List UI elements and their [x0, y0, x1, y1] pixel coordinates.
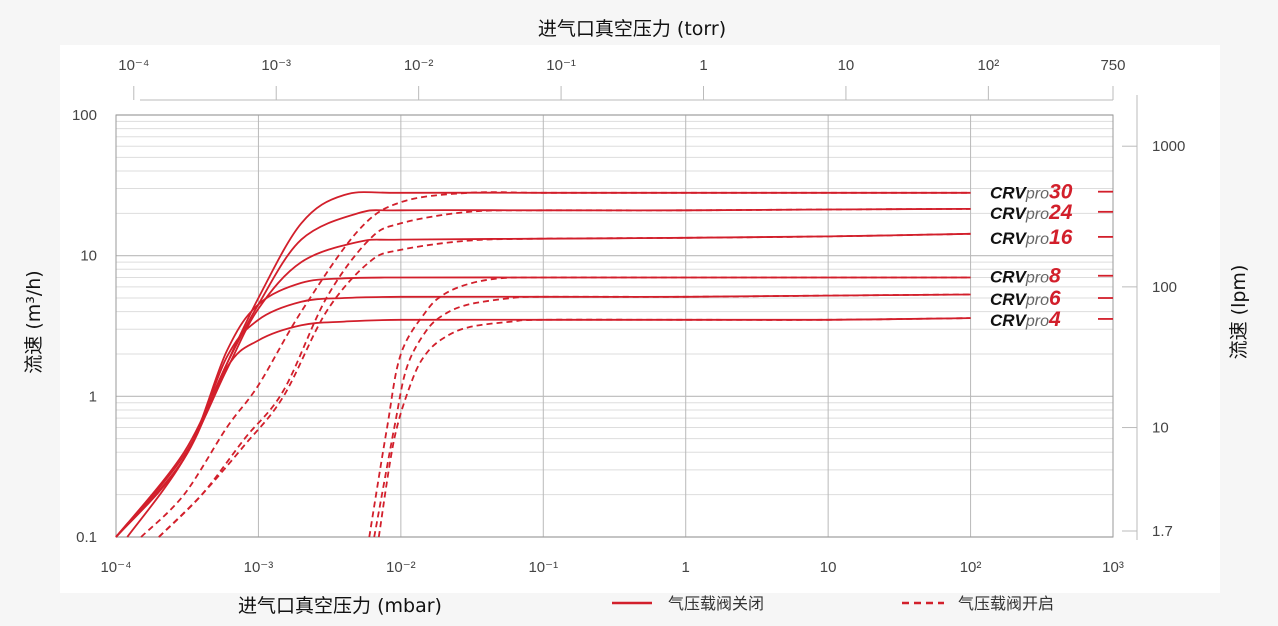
- model-label-prefix: CRV: [990, 311, 1028, 330]
- bottom-tick-label: 1: [682, 559, 690, 576]
- model-label-number: 4: [1048, 308, 1061, 331]
- model-label-suffix: pro: [1025, 292, 1049, 309]
- series-line-crvpro16-dashed: [158, 232, 971, 538]
- model-label-prefix: CRV: [990, 184, 1028, 203]
- series-line-crvpro6-dashed: [373, 293, 971, 538]
- model-label-prefix: CRV: [990, 268, 1028, 287]
- model-label-crvpro8: CRVpro8: [990, 265, 1061, 288]
- model-label-number: 16: [1049, 226, 1073, 249]
- right-tick-label: 1.7: [1152, 523, 1173, 540]
- model-label-prefix: CRV: [990, 290, 1028, 309]
- legend-solid-label: 气压载阀关闭: [668, 594, 764, 613]
- top-tick-label: 1: [699, 57, 707, 74]
- series-line-crvpro30-dashed: [140, 191, 971, 538]
- left-tick-label: 100: [72, 107, 97, 124]
- top-axis-title: 进气口真空压力 (torr): [538, 18, 726, 40]
- model-label-prefix: CRV: [990, 229, 1028, 248]
- legend: 气压载阀关闭 气压载阀开启: [612, 594, 1054, 613]
- model-labels: CRVpro30CRVpro24CRVpro16CRVpro8CRVpro6CR…: [990, 181, 1113, 331]
- model-label-number: 8: [1049, 265, 1061, 288]
- model-label-suffix: pro: [1025, 231, 1049, 248]
- right-tick-label: 100: [1152, 279, 1177, 296]
- model-label-suffix: pro: [1025, 270, 1049, 287]
- top-tick-label: 10²: [978, 57, 1000, 74]
- model-label-suffix: pro: [1025, 313, 1049, 330]
- right-tick-label: 1000: [1152, 138, 1185, 155]
- model-label-prefix: CRV: [990, 204, 1028, 223]
- top-tick-label: 10: [838, 57, 855, 74]
- model-label-suffix: pro: [1025, 206, 1049, 223]
- bottom-tick-label: 10³: [1102, 559, 1124, 576]
- top-tick-label: 10⁻⁴: [118, 57, 149, 74]
- top-tick-label: 750: [1100, 57, 1125, 74]
- top-tick-label: 10⁻³: [261, 57, 291, 74]
- bottom-axis-title: 进气口真空压力 (mbar): [238, 595, 442, 617]
- grid: [115, 114, 1114, 538]
- left-tick-label: 1: [89, 388, 97, 405]
- model-label-number: 6: [1049, 287, 1061, 310]
- model-label-crvpro6: CRVpro6: [990, 287, 1061, 310]
- curves: [115, 191, 971, 538]
- right-tick-label: 10: [1152, 420, 1169, 437]
- model-label-crvpro16: CRVpro16: [990, 226, 1073, 249]
- plot-frame: [115, 114, 1114, 538]
- model-label-crvpro30: CRVpro30: [990, 181, 1073, 204]
- left-tick-label: 0.1: [76, 529, 97, 546]
- bottom-tick-label: 10⁻²: [386, 559, 416, 576]
- model-label-number: 24: [1048, 201, 1073, 224]
- top-tick-label: 10⁻²: [404, 57, 434, 74]
- series-line-crvpro4-dashed: [377, 317, 971, 538]
- series-line-crvpro8-dashed: [368, 276, 971, 538]
- bottom-tick-label: 10⁻³: [244, 559, 274, 576]
- right-axis-title: 流速 (lpm): [1228, 265, 1250, 360]
- series-line-crvpro16-solid: [115, 232, 971, 538]
- bottom-tick-label: 10⁻⁴: [100, 559, 131, 576]
- series-line-crvpro24-dashed: [158, 208, 971, 538]
- model-label-crvpro4: CRVpro4: [990, 308, 1061, 331]
- left-axis-title: 流速 (m³/h): [23, 270, 45, 373]
- series-line-crvpro4-solid: [115, 317, 971, 538]
- model-label-suffix: pro: [1025, 186, 1049, 203]
- model-label-number: 30: [1049, 181, 1073, 204]
- bottom-tick-label: 10: [820, 559, 837, 576]
- left-tick-label: 10: [80, 248, 97, 265]
- legend-dashed-label: 气压载阀开启: [958, 594, 1054, 613]
- top-tick-label: 10⁻¹: [546, 57, 576, 74]
- axes: 10⁻⁴ 10⁻³ 10⁻² 10⁻¹ 1 10 10² 750 10⁻⁴ 10⁻³ 10⁻² 10⁻…: [72, 57, 1185, 576]
- bottom-tick-label: 10²: [960, 559, 982, 576]
- model-label-crvpro24: CRVpro24: [990, 201, 1073, 224]
- bottom-tick-label: 10⁻¹: [528, 559, 558, 576]
